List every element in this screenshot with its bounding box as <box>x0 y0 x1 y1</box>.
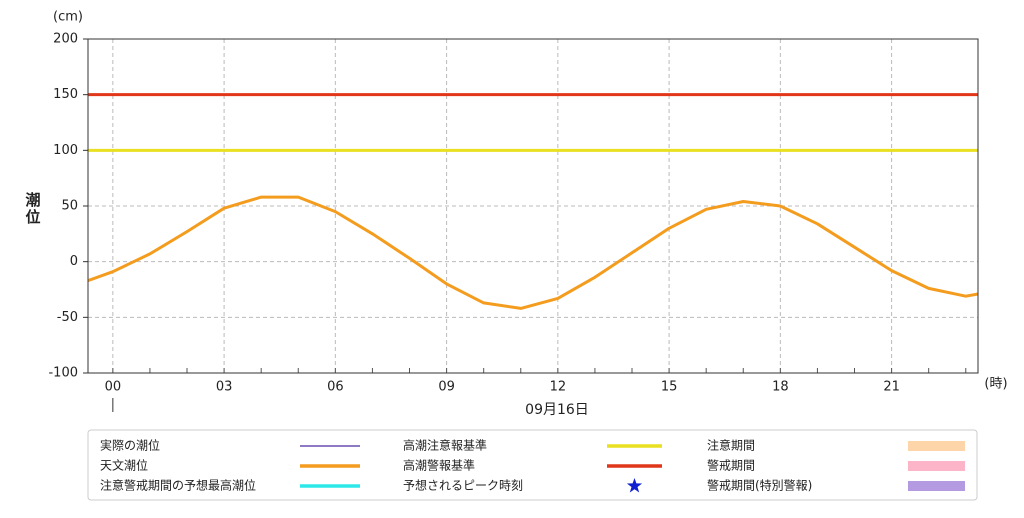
legend-swatch <box>908 441 965 451</box>
legend-label: 警戒期間 <box>707 458 755 473</box>
y-axis-label: 潮位 <box>24 191 42 226</box>
x-tick-label: 21 <box>883 380 900 395</box>
x-tick-label: 00 <box>105 380 122 395</box>
x-axis-label: 09月16日 <box>525 402 589 418</box>
legend-label: 実際の潮位 <box>100 438 160 453</box>
x-tick-label: 12 <box>550 380 567 395</box>
x-tick-label: 09 <box>438 380 455 395</box>
x-tick-label: 03 <box>216 380 233 395</box>
legend-swatch <box>626 478 643 493</box>
y-tick-label: 100 <box>53 143 78 158</box>
y-tick-label: 0 <box>70 254 78 269</box>
legend-label: 注意期間 <box>707 438 755 453</box>
legend-label: 注意警戒期間の予想最高潮位 <box>100 478 256 493</box>
legend-label: 天文潮位 <box>100 458 148 473</box>
x-tick-label: 18 <box>772 380 789 395</box>
legend-label: 高潮注意報基準 <box>403 438 487 453</box>
legend-box <box>87 429 978 501</box>
y-tick-label: -50 <box>57 310 78 325</box>
legend-swatch <box>908 481 965 491</box>
tide-line <box>87 195 979 310</box>
y-unit: (cm) <box>53 10 83 25</box>
legend-label: 高潮警報基準 <box>403 458 475 473</box>
x-tick-label: 06 <box>327 380 344 395</box>
x-tick-label: 15 <box>661 380 678 395</box>
y-tick-label: 200 <box>53 32 78 47</box>
y-tick-label: 150 <box>53 87 78 102</box>
legend-swatch <box>908 461 965 471</box>
legend-label: 予想されるピーク時刻 <box>403 478 523 493</box>
legend-label: 警戒期間(特別警報) <box>707 478 812 493</box>
x-unit: (時) <box>984 377 1007 392</box>
y-tick-label: -100 <box>48 366 78 381</box>
y-tick-label: 50 <box>61 199 78 214</box>
plot-border <box>87 38 979 374</box>
